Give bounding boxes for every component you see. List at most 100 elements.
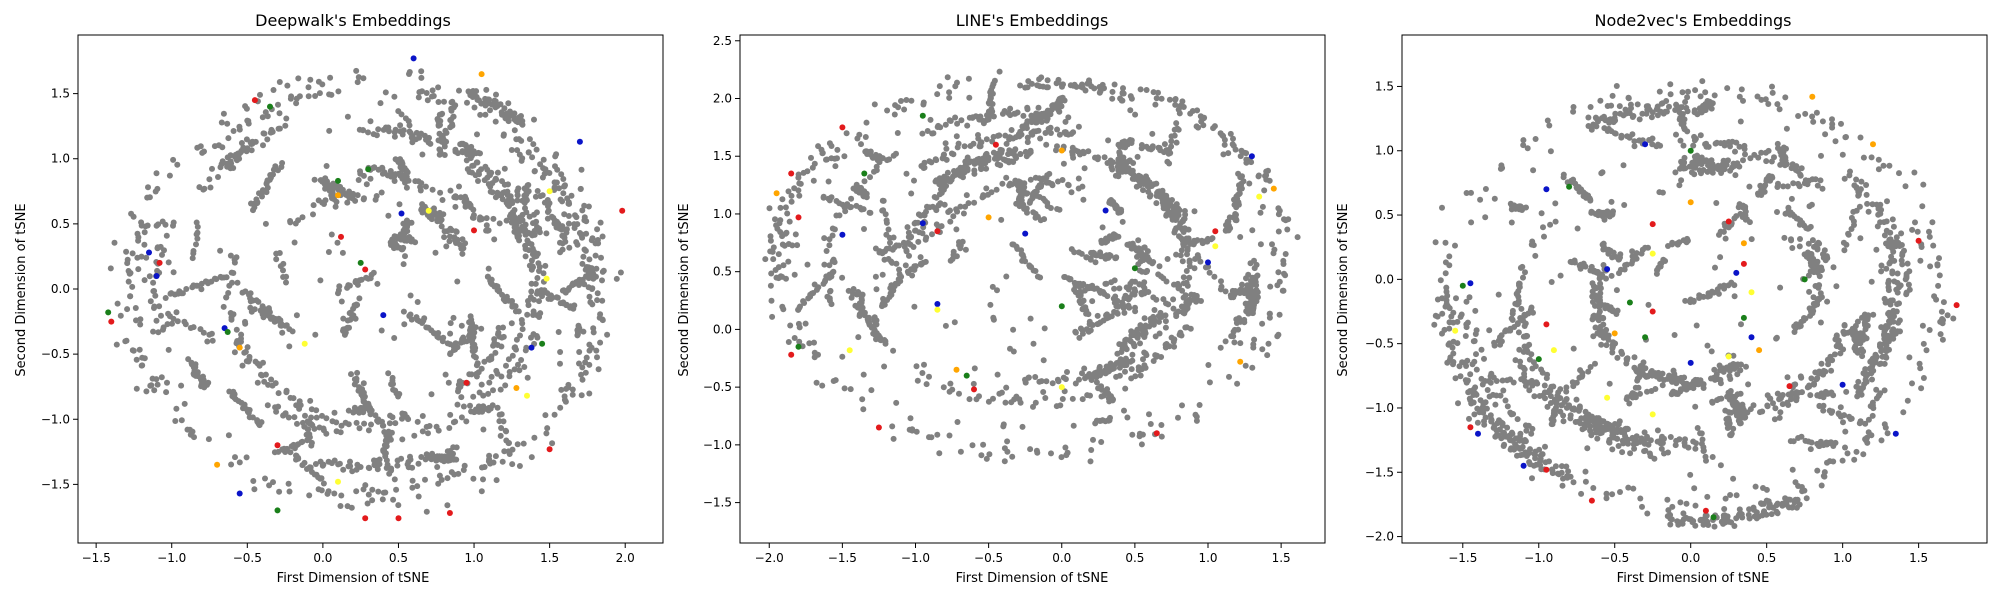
- gray-point: [249, 138, 256, 145]
- gray-point: [1627, 450, 1634, 457]
- gray-point: [483, 86, 490, 93]
- gray-point: [490, 215, 497, 222]
- gray-point: [1237, 340, 1244, 347]
- gray-point: [338, 422, 345, 429]
- gray-point: [1626, 109, 1633, 116]
- gray-point: [1206, 379, 1213, 386]
- gray-point: [243, 147, 250, 154]
- gray-point: [1150, 294, 1157, 301]
- gray-point: [994, 371, 1001, 378]
- x-tick-label: 0.5: [389, 551, 408, 565]
- gray-point: [242, 318, 248, 325]
- gray-point: [1109, 362, 1116, 369]
- gray-point: [855, 334, 862, 341]
- gray-point: [1158, 354, 1165, 360]
- gray-point: [358, 276, 365, 283]
- gray-point: [1069, 151, 1076, 158]
- gray-point: [1446, 325, 1453, 332]
- gray-point: [904, 268, 911, 275]
- gray-point: [223, 294, 230, 301]
- gray-point: [375, 488, 382, 495]
- gray-point: [497, 101, 504, 108]
- gray-point: [123, 248, 130, 255]
- gray-point: [428, 391, 435, 398]
- gray-point: [824, 293, 831, 300]
- gray-point: [1211, 273, 1218, 280]
- gray-point: [259, 187, 266, 194]
- gray-point: [355, 74, 362, 81]
- gray-point: [1788, 236, 1794, 243]
- gray-point: [809, 164, 816, 171]
- gray-point: [1831, 351, 1838, 358]
- gray-point: [1116, 364, 1123, 371]
- gray-point: [232, 454, 238, 461]
- gray-point: [276, 79, 283, 85]
- gray-point: [456, 183, 462, 190]
- gray-point: [821, 261, 828, 268]
- gray-point: [1121, 309, 1128, 316]
- gray-point: [1132, 373, 1139, 380]
- gray-point: [859, 396, 866, 403]
- gray-point: [1820, 367, 1827, 374]
- gray-point: [795, 174, 802, 181]
- gray-point: [1512, 357, 1519, 364]
- gray-point: [452, 418, 459, 425]
- point-red: [251, 97, 258, 104]
- gray-point: [884, 107, 891, 114]
- gray-point: [872, 273, 879, 280]
- gray-point: [154, 244, 161, 251]
- gray-point: [1543, 375, 1550, 382]
- gray-point: [138, 219, 145, 226]
- gray-point: [418, 74, 425, 81]
- gray-point: [374, 466, 381, 473]
- plot-area: −2.0 −1.5 −1.0 −0.5 0.0 0.5 1.0 1.5−1.5−1.0−0.5…: [703, 34, 1326, 565]
- gray-point: [1004, 448, 1011, 455]
- gray-point: [955, 140, 962, 147]
- gray-point: [1027, 446, 1034, 453]
- gray-point: [1526, 387, 1533, 394]
- gray-point: [994, 287, 1000, 294]
- gray-point: [915, 238, 922, 245]
- point-blue: [410, 55, 417, 62]
- gray-point: [1162, 312, 1169, 319]
- gray-point: [1024, 139, 1031, 146]
- gray-point: [767, 282, 774, 289]
- gray-point: [344, 191, 351, 198]
- gray-point: [883, 231, 890, 238]
- gray-point: [1059, 396, 1066, 402]
- gray-point: [1209, 235, 1216, 242]
- gray-point: [913, 363, 920, 370]
- gray-point: [1492, 433, 1499, 440]
- gray-point: [1763, 158, 1770, 165]
- gray-point: [826, 262, 833, 269]
- gray-point: [804, 168, 811, 175]
- gray-point: [1560, 418, 1567, 425]
- gray-point: [286, 343, 293, 350]
- gray-point: [594, 354, 600, 361]
- gray-point: [953, 133, 960, 140]
- gray-point: [189, 255, 196, 262]
- gray-point: [532, 193, 539, 200]
- gray-point: [302, 412, 308, 419]
- gray-point: [393, 486, 400, 493]
- x-tick-label: −0.5: [233, 551, 262, 565]
- gray-point: [921, 361, 927, 368]
- gray-point: [924, 203, 930, 210]
- gray-point: [557, 300, 564, 307]
- gray-point: [1690, 142, 1697, 149]
- gray-point: [1087, 327, 1094, 334]
- gray-point: [898, 98, 904, 104]
- gray-point: [419, 201, 426, 208]
- gray-point: [1122, 368, 1128, 375]
- gray-point: [617, 269, 624, 276]
- gray-point: [451, 194, 458, 201]
- gray-point: [1113, 254, 1120, 261]
- gray-point: [583, 354, 590, 361]
- gray-point: [483, 215, 490, 222]
- gray-point: [811, 349, 818, 356]
- gray-point: [954, 120, 961, 127]
- gray-point: [914, 219, 921, 226]
- gray-point: [447, 411, 454, 418]
- gray-point: [1129, 431, 1136, 438]
- gray-point: [1764, 402, 1771, 409]
